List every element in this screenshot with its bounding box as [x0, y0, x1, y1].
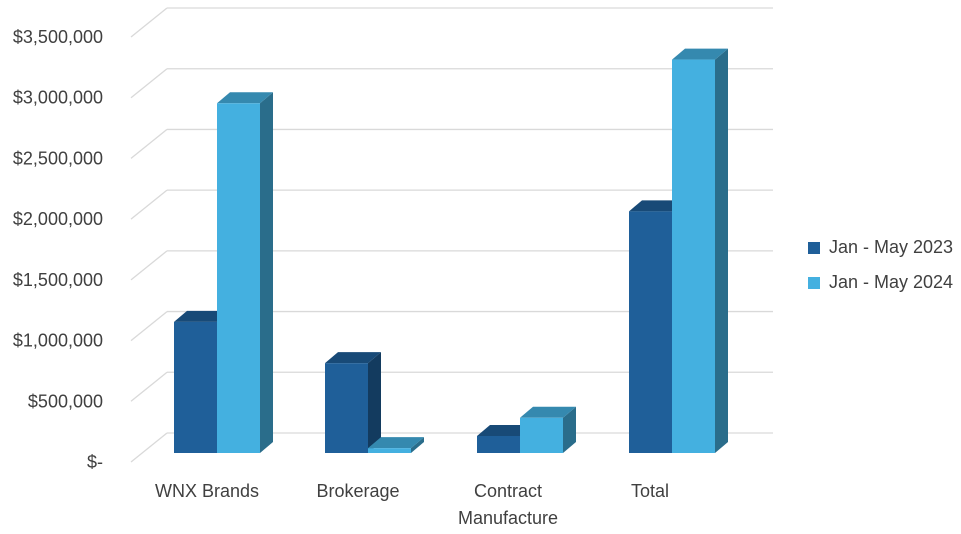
bars — [174, 48, 728, 454]
y-tick-label: $- — [87, 452, 103, 472]
gridline-side — [130, 311, 168, 342]
legend-item-2024: Jan - May 2024 — [808, 265, 953, 300]
gridline-side — [130, 371, 168, 402]
x-tick-label: Manufacture — [458, 508, 558, 528]
legend-item-2023: Jan - May 2023 — [808, 230, 953, 265]
x-tick-label: Total — [631, 481, 669, 501]
gridline-side — [130, 432, 168, 463]
bar-top — [368, 437, 424, 449]
bar-top — [477, 425, 533, 436]
bar-side — [715, 48, 728, 453]
gridline-side — [130, 128, 168, 159]
bar — [672, 59, 715, 453]
bar-top — [672, 48, 728, 60]
bar-top — [325, 352, 381, 364]
bar — [477, 436, 520, 453]
legend-swatch-2024 — [808, 276, 820, 289]
x-tick-label: Brokerage — [316, 481, 399, 501]
bar — [629, 211, 672, 453]
legend-label-2024: Jan - May 2024 — [829, 272, 954, 292]
y-tick-label: $1,500,000 — [13, 270, 103, 290]
bar — [217, 103, 260, 454]
gridline-side — [130, 7, 168, 38]
legend-label-2023: Jan - May 2023 — [829, 237, 954, 257]
bar-side — [368, 352, 381, 453]
y-tick-label: $2,500,000 — [13, 148, 103, 168]
legend: Jan - May 2023 Jan - May 2024 — [808, 230, 953, 300]
y-tick-label: $2,000,000 — [13, 209, 103, 229]
bar-top — [217, 92, 273, 104]
gridline-side — [130, 68, 168, 99]
bar — [368, 448, 411, 453]
y-axis-labels: $- $500,000 $1,000,000 $1,500,000 $2,000,000… — [13, 27, 103, 472]
x-tick-label: Contract — [474, 481, 542, 501]
x-axis-labels: WNX Brands Brokerage Contract Manufacture To… — [155, 481, 669, 528]
y-tick-label: $3,000,000 — [13, 88, 103, 108]
x-tick-label: WNX Brands — [155, 481, 259, 501]
gridline-side — [130, 189, 168, 220]
y-tick-label: $3,500,000 — [13, 27, 103, 47]
bar-side — [260, 92, 273, 454]
bar — [325, 363, 368, 453]
bar-side — [411, 437, 424, 453]
bar-top — [520, 406, 576, 418]
bar-top — [174, 310, 230, 322]
bar-side — [563, 406, 576, 453]
y-tick-label: $500,000 — [28, 391, 103, 411]
legend-swatch-2023 — [808, 241, 820, 254]
y-tick-label: $1,000,000 — [13, 331, 103, 351]
bar — [520, 417, 563, 453]
bar — [174, 321, 217, 453]
gridline-side — [130, 250, 168, 281]
bar-top — [629, 200, 685, 212]
